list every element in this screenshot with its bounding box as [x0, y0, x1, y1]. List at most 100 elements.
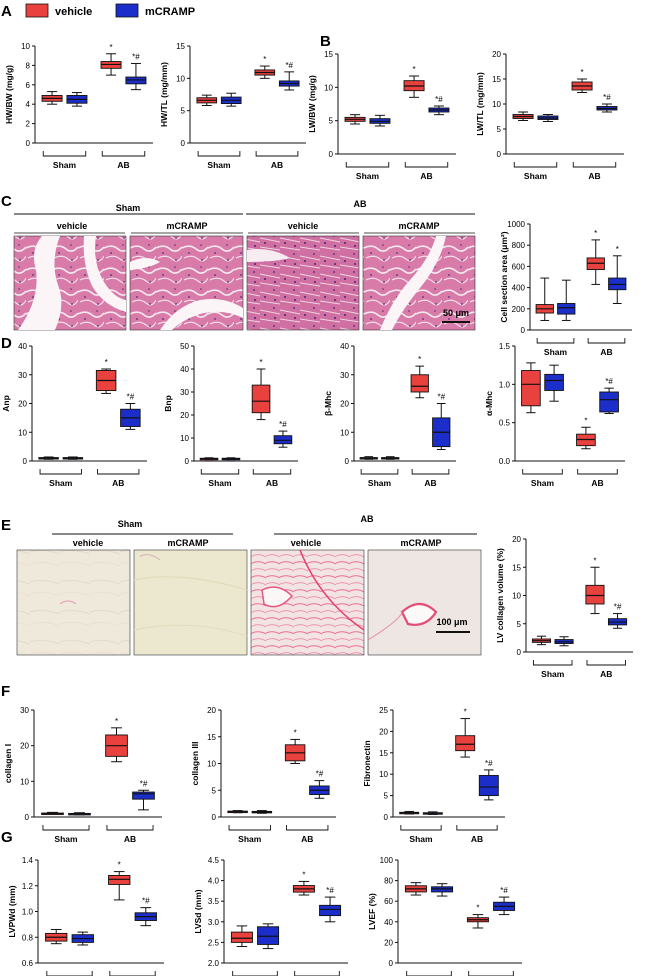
y-tick-label: 20 [340, 400, 349, 409]
y-tick-label: 10 [324, 83, 333, 92]
y-axis-label: LW/TL (mg/mm) [475, 72, 485, 136]
category-label: Sham [356, 171, 380, 181]
y-tick-label: 2.5 [208, 938, 220, 947]
col-label-e3: vehicle [291, 538, 322, 548]
significance-mark: * [118, 861, 121, 870]
y-axis-label: HW/TL (mg/mm) [159, 62, 169, 127]
box-ab-vehicle [466, 914, 489, 929]
category-bracket [106, 825, 154, 831]
category-bracket [572, 162, 617, 168]
histology-panel-e: Sham AB vehicle mCRAMP vehicle mCRAMP [16, 514, 482, 656]
box-ab-mcramp [134, 907, 157, 927]
y-axis-label: collagen III [190, 742, 200, 786]
box-ab-vehicle [576, 426, 596, 450]
box-sham-vehicle [404, 882, 427, 896]
significance-mark: *# [127, 393, 135, 402]
y-tick-label: 20 [207, 706, 216, 715]
category-label: AB [266, 478, 278, 488]
category-label: Sham [541, 669, 565, 679]
box-sham-vehicle [45, 929, 68, 945]
y-tick-label: 1.4 [22, 856, 34, 865]
y-tick-label: 50 [180, 342, 189, 351]
y-tick-label: 15 [492, 75, 501, 84]
y-axis-label: HW/BW (mg/g) [4, 65, 14, 124]
y-tick-label: 0 [25, 813, 30, 822]
group-header-ab: AB [354, 199, 367, 209]
box-sham-mcramp [422, 811, 443, 815]
category-bracket [252, 469, 292, 475]
box-sham-vehicle [399, 810, 420, 815]
box-ab-mcramp [278, 71, 300, 91]
y-axis-label: LVSd (mm) [193, 889, 203, 933]
box-sham-mcramp [554, 636, 574, 647]
significance-mark: *# [140, 779, 148, 788]
y-tick-label: 30 [180, 388, 189, 397]
panel-letter-c: C [1, 193, 12, 210]
y-tick-label: 10 [21, 42, 30, 51]
y-tick-label: 15 [176, 42, 185, 51]
category-bracket [587, 338, 626, 344]
chart-hw-tl: 0 5 10 15 HW/TL (mg/mm) Sham * *# AB [159, 42, 306, 170]
significance-mark: * [302, 870, 305, 879]
chart-cell-section-area: 0 200 400 600 800 1000 Cell section area (μm²)… [499, 220, 632, 357]
y-tick-label: 15 [379, 749, 388, 758]
category-label: Sham [544, 347, 568, 357]
box-ab-mcramp [428, 105, 450, 116]
y-tick-label: 40 [340, 342, 349, 351]
category-label: Sham [53, 160, 77, 170]
scale-label-c: 50 μm [443, 308, 469, 318]
y-tick-label: 0.8 [22, 933, 34, 942]
significance-mark: * [418, 355, 421, 364]
box-sham-mcramp [68, 812, 91, 816]
col-label-e2: mCRAMP [167, 538, 208, 548]
y-tick-label: 15 [324, 50, 333, 59]
he-image-sham-mcramp [129, 235, 244, 331]
significance-mark: *# [500, 886, 508, 895]
box-ab-vehicle [95, 368, 117, 394]
y-tick-label: 1.0 [22, 908, 34, 917]
category-bracket [468, 971, 514, 976]
significance-mark: * [110, 43, 113, 52]
chart-bnp: 0 10 20 30 40 50 Bnp Sham * *# AB [163, 342, 298, 488]
box-sham-vehicle [512, 111, 534, 121]
y-tick-label: 30 [20, 706, 29, 715]
category-bracket [109, 971, 156, 976]
category-label: AB [301, 834, 313, 844]
box-ab-vehicle [585, 566, 605, 615]
category-bracket [404, 162, 449, 168]
box-sham-vehicle [521, 362, 541, 414]
chart-beta-mhc: 0 10 20 30 40 β-Mhc Sham * *# AB [323, 342, 456, 488]
box-sham-mcramp [381, 456, 400, 460]
significance-mark: * [413, 65, 416, 74]
significance-mark: * [294, 728, 297, 737]
category-label: AB [600, 669, 612, 679]
category-label: Sham [238, 834, 262, 844]
y-tick-label: 4 [26, 100, 31, 109]
significance-mark: *# [614, 603, 622, 612]
chart-lv-collagen-volume: 0 5 10 15 20 LV collagen volume (%) Sham * *# AB [495, 535, 633, 679]
box-ab-mcramp [607, 613, 628, 629]
col-label-4: mCRAMP [398, 221, 439, 231]
category-label: AB [271, 160, 283, 170]
box-sham-vehicle [227, 810, 248, 814]
box-sham-mcramp [257, 923, 280, 950]
y-tick-label: 20 [492, 50, 501, 59]
y-tick-label: 800 [512, 241, 526, 250]
category-label: Sham [524, 171, 548, 181]
significance-mark: *# [435, 95, 443, 104]
category-label: Sham [368, 478, 392, 488]
category-bracket [406, 971, 452, 976]
box-ab-mcramp [596, 103, 618, 113]
category-bracket [97, 469, 140, 475]
y-tick-label: 0 [497, 150, 502, 159]
category-label: Sham [409, 834, 433, 844]
significance-mark: *# [316, 770, 324, 779]
y-tick-label: 600 [512, 262, 526, 271]
y-tick-label: 0 [185, 457, 190, 466]
y-tick-label: 2.0 [208, 959, 220, 968]
y-tick-label: 40 [18, 342, 27, 351]
significance-mark: *# [605, 377, 613, 386]
box-ab-vehicle [403, 75, 425, 98]
psr-image-ab-vehicle [250, 549, 365, 656]
